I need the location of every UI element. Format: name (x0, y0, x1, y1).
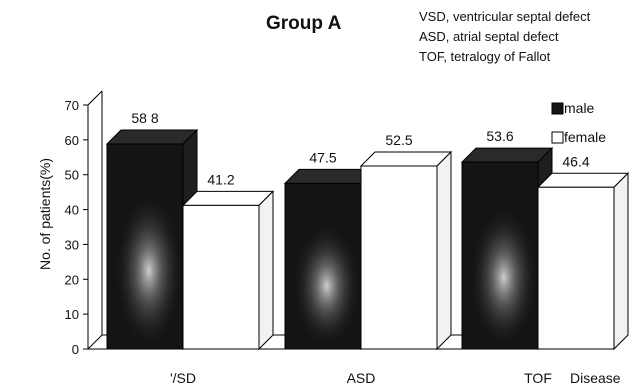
value-label-male-2: 53.6 (486, 128, 513, 144)
bar-side-face (613, 172, 629, 351)
bar-top-face (460, 147, 554, 163)
y-axis-ticks: 0 10 20 30 40 50 60 70 (65, 98, 88, 357)
bar-top-face (181, 190, 275, 206)
bar-side-face (436, 150, 452, 351)
bar-texture (114, 185, 183, 341)
value-label-female-2: 46.4 (562, 153, 589, 169)
bar-female-2 (536, 172, 630, 351)
category-label-2: TOF (524, 370, 552, 386)
bar-front-face (182, 204, 260, 350)
legend-swatch-male (551, 102, 564, 115)
bar-front-face (360, 165, 438, 350)
y-tick-label: 30 (65, 237, 79, 252)
y-tick-label: 40 (65, 203, 79, 218)
value-label-male-0: 58 8 (131, 110, 158, 126)
bar-texture (469, 199, 538, 342)
legend-swatch-female (551, 131, 564, 144)
y-tick-label: 10 (65, 307, 79, 322)
value-label-male-1: 47.5 (309, 149, 336, 165)
annotation-asd: ASD, atrial septal defect (419, 29, 559, 44)
bar-top-face (105, 129, 199, 145)
chart-title: Group A (266, 13, 342, 34)
category-label-0: '/SD (170, 370, 196, 386)
bar-top-face (359, 151, 453, 167)
bar-texture (292, 216, 361, 343)
bars-layer (105, 128, 630, 351)
bar-male-0 (105, 128, 199, 351)
wall-floor-edge (87, 334, 103, 350)
legend: male female (551, 100, 606, 145)
y-tick-label: 50 (65, 168, 79, 183)
annotation-tof: TOF, tetralogy of Fallot (419, 49, 551, 64)
legend-label-male: male (564, 100, 595, 116)
value-label-female-1: 52.5 (385, 132, 412, 148)
category-label-1: ASD (347, 370, 376, 386)
bar-side-face (258, 190, 274, 351)
bar-front-face (537, 186, 615, 350)
annotation-vsd: VSD, ventricular septal defect (419, 9, 591, 24)
bar-top-face (536, 172, 630, 188)
y-tick-label: 70 (65, 98, 79, 113)
y-tick-label: 20 (65, 272, 79, 287)
y-axis-wall (87, 90, 103, 349)
y-tick-label: 0 (72, 342, 79, 357)
x-axis-label: Disease (570, 370, 621, 386)
bar-female-0 (181, 190, 275, 351)
category-labels-layer: '/SD ASD TOF (170, 370, 552, 386)
bar-female-1 (359, 150, 453, 351)
y-tick-label: 60 (65, 133, 79, 148)
y-axis-label: No. of patients(%) (37, 158, 53, 270)
value-labels-layer: 58 8 41.2 47.5 52.5 53.6 46.4 (131, 110, 589, 187)
value-label-female-0: 41.2 (207, 171, 234, 187)
legend-label-female: female (564, 129, 606, 145)
